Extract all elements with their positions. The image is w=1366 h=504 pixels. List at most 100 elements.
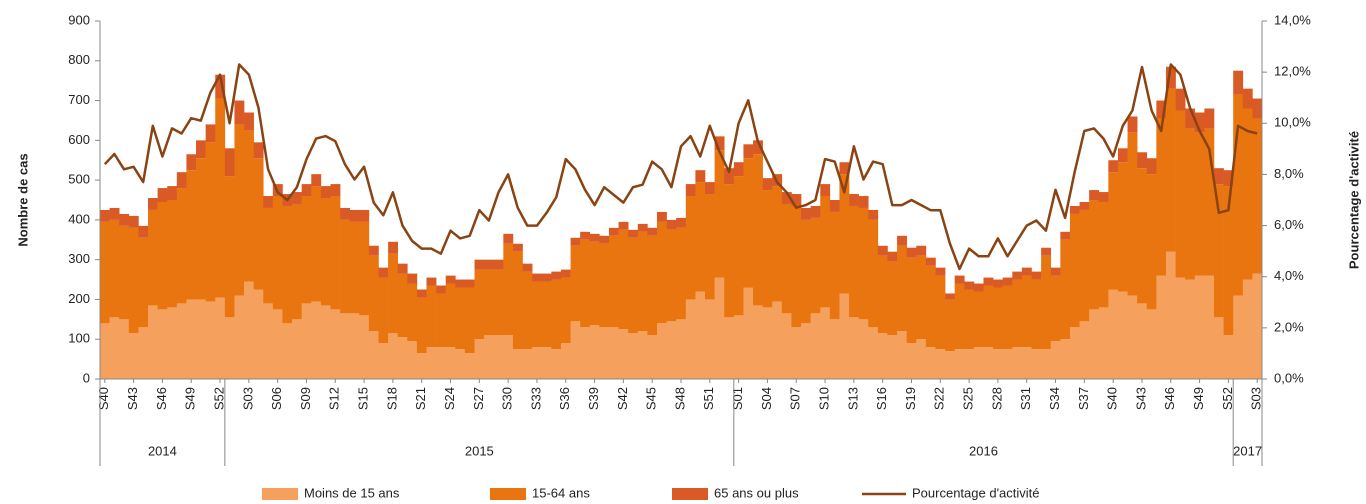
x-tick-label: S42 xyxy=(615,387,630,410)
bar-segment xyxy=(157,309,168,379)
y-tick-label: 200 xyxy=(68,291,90,306)
bar-segment xyxy=(167,200,178,308)
bar-segment xyxy=(1137,152,1148,169)
x-tick-label: S30 xyxy=(500,387,515,410)
bar-segment xyxy=(724,168,735,185)
group-label: 2014 xyxy=(148,443,177,458)
y2-axis-title: Pourcentage d'activité xyxy=(1346,131,1361,269)
bar-segment xyxy=(464,287,475,354)
bar-segment xyxy=(493,269,504,336)
bar-segment xyxy=(954,283,965,350)
bar-segment xyxy=(1127,295,1138,379)
bar-segment xyxy=(301,196,312,304)
bar-segment xyxy=(868,327,879,379)
y-tick-label: 0 xyxy=(83,370,90,385)
bar-segment xyxy=(119,225,130,320)
y2-tick-label: 8,0% xyxy=(1274,166,1304,181)
bar-segment xyxy=(109,207,120,220)
bar-segment xyxy=(589,325,600,379)
bar-segment xyxy=(1031,271,1042,280)
bar-segment xyxy=(1213,168,1224,185)
x-tick-label: S43 xyxy=(1133,387,1148,410)
bar-segment xyxy=(1060,231,1071,240)
legend-label: 65 ans ou plus xyxy=(714,485,799,500)
x-tick-label: S51 xyxy=(701,387,716,410)
group-label: 2016 xyxy=(969,443,998,458)
bar-segment xyxy=(205,142,216,302)
y-tick-label: 800 xyxy=(68,52,90,67)
x-tick-label: S40 xyxy=(1105,387,1120,410)
x-tick-label: S37 xyxy=(1076,387,1091,410)
bar-segment xyxy=(743,144,754,159)
bar-segment xyxy=(580,327,591,379)
bar-segment xyxy=(993,349,1004,379)
bar-segment xyxy=(541,347,552,379)
bar-segment xyxy=(1117,148,1128,163)
bar-segment xyxy=(205,301,216,379)
bar-segment xyxy=(157,201,168,310)
x-tick-label: S36 xyxy=(557,387,572,410)
bar-segment xyxy=(551,271,562,280)
bar-segment xyxy=(714,277,725,379)
bar-segment xyxy=(1156,100,1167,119)
x-tick-label: S48 xyxy=(672,387,687,410)
bar-segment xyxy=(1089,190,1100,200)
bar-segment xyxy=(599,235,610,244)
bar-segment xyxy=(436,347,447,379)
bar-segment xyxy=(512,243,523,252)
bar-segment xyxy=(964,281,975,290)
bar-segment xyxy=(772,186,783,302)
y-tick-label: 500 xyxy=(68,172,90,187)
bar-segment xyxy=(1098,201,1109,308)
bar-segment xyxy=(474,339,485,379)
bar-segment xyxy=(503,243,514,336)
bar-segment xyxy=(1041,247,1052,256)
bar-segment xyxy=(416,353,427,379)
bar-segment xyxy=(762,190,773,308)
bar-segment xyxy=(503,335,514,379)
bar-segment xyxy=(570,321,581,379)
bar-segment xyxy=(1233,295,1244,379)
bar-segment xyxy=(753,140,763,155)
bar-segment xyxy=(1108,160,1119,173)
bar-segment xyxy=(426,285,437,348)
bar-segment xyxy=(1002,277,1013,286)
bar-segment xyxy=(330,196,341,310)
bar-segment xyxy=(234,100,245,125)
bar-segment xyxy=(263,303,274,379)
bar-segment xyxy=(119,213,130,226)
bar-segment xyxy=(1156,118,1167,276)
bar-segment xyxy=(1204,128,1215,276)
bar-segment xyxy=(455,287,466,350)
bar-segment xyxy=(522,349,533,379)
bar-segment xyxy=(253,289,264,379)
bar-segment xyxy=(100,209,110,222)
bar-segment xyxy=(1223,335,1234,379)
bar-segment xyxy=(685,196,696,300)
bar-segment xyxy=(512,251,523,350)
bar-segment xyxy=(1204,108,1215,129)
bar-segment xyxy=(349,313,360,379)
bar-segment xyxy=(705,194,715,300)
bar-segment xyxy=(196,299,206,379)
bar-segment xyxy=(397,337,408,379)
bar-segment xyxy=(560,269,571,278)
bar-segment xyxy=(320,186,331,199)
bar-segment xyxy=(148,209,158,306)
bar-segment xyxy=(138,225,149,238)
bar-segment xyxy=(839,162,850,175)
bar-segment xyxy=(906,247,917,258)
bar-segment xyxy=(234,124,245,296)
bar-segment xyxy=(1175,88,1186,111)
bar-segment xyxy=(532,281,543,348)
x-tick-label: S43 xyxy=(125,387,140,410)
bar-segment xyxy=(733,162,744,177)
bar-segment xyxy=(810,313,821,379)
bar-segment xyxy=(781,203,792,314)
bar-segment xyxy=(762,307,773,379)
bar-segment xyxy=(128,215,139,228)
bar-segment xyxy=(292,319,302,379)
x-tick-label: S49 xyxy=(183,387,198,410)
bar-segment xyxy=(378,343,389,379)
bar-segment xyxy=(167,186,178,200)
